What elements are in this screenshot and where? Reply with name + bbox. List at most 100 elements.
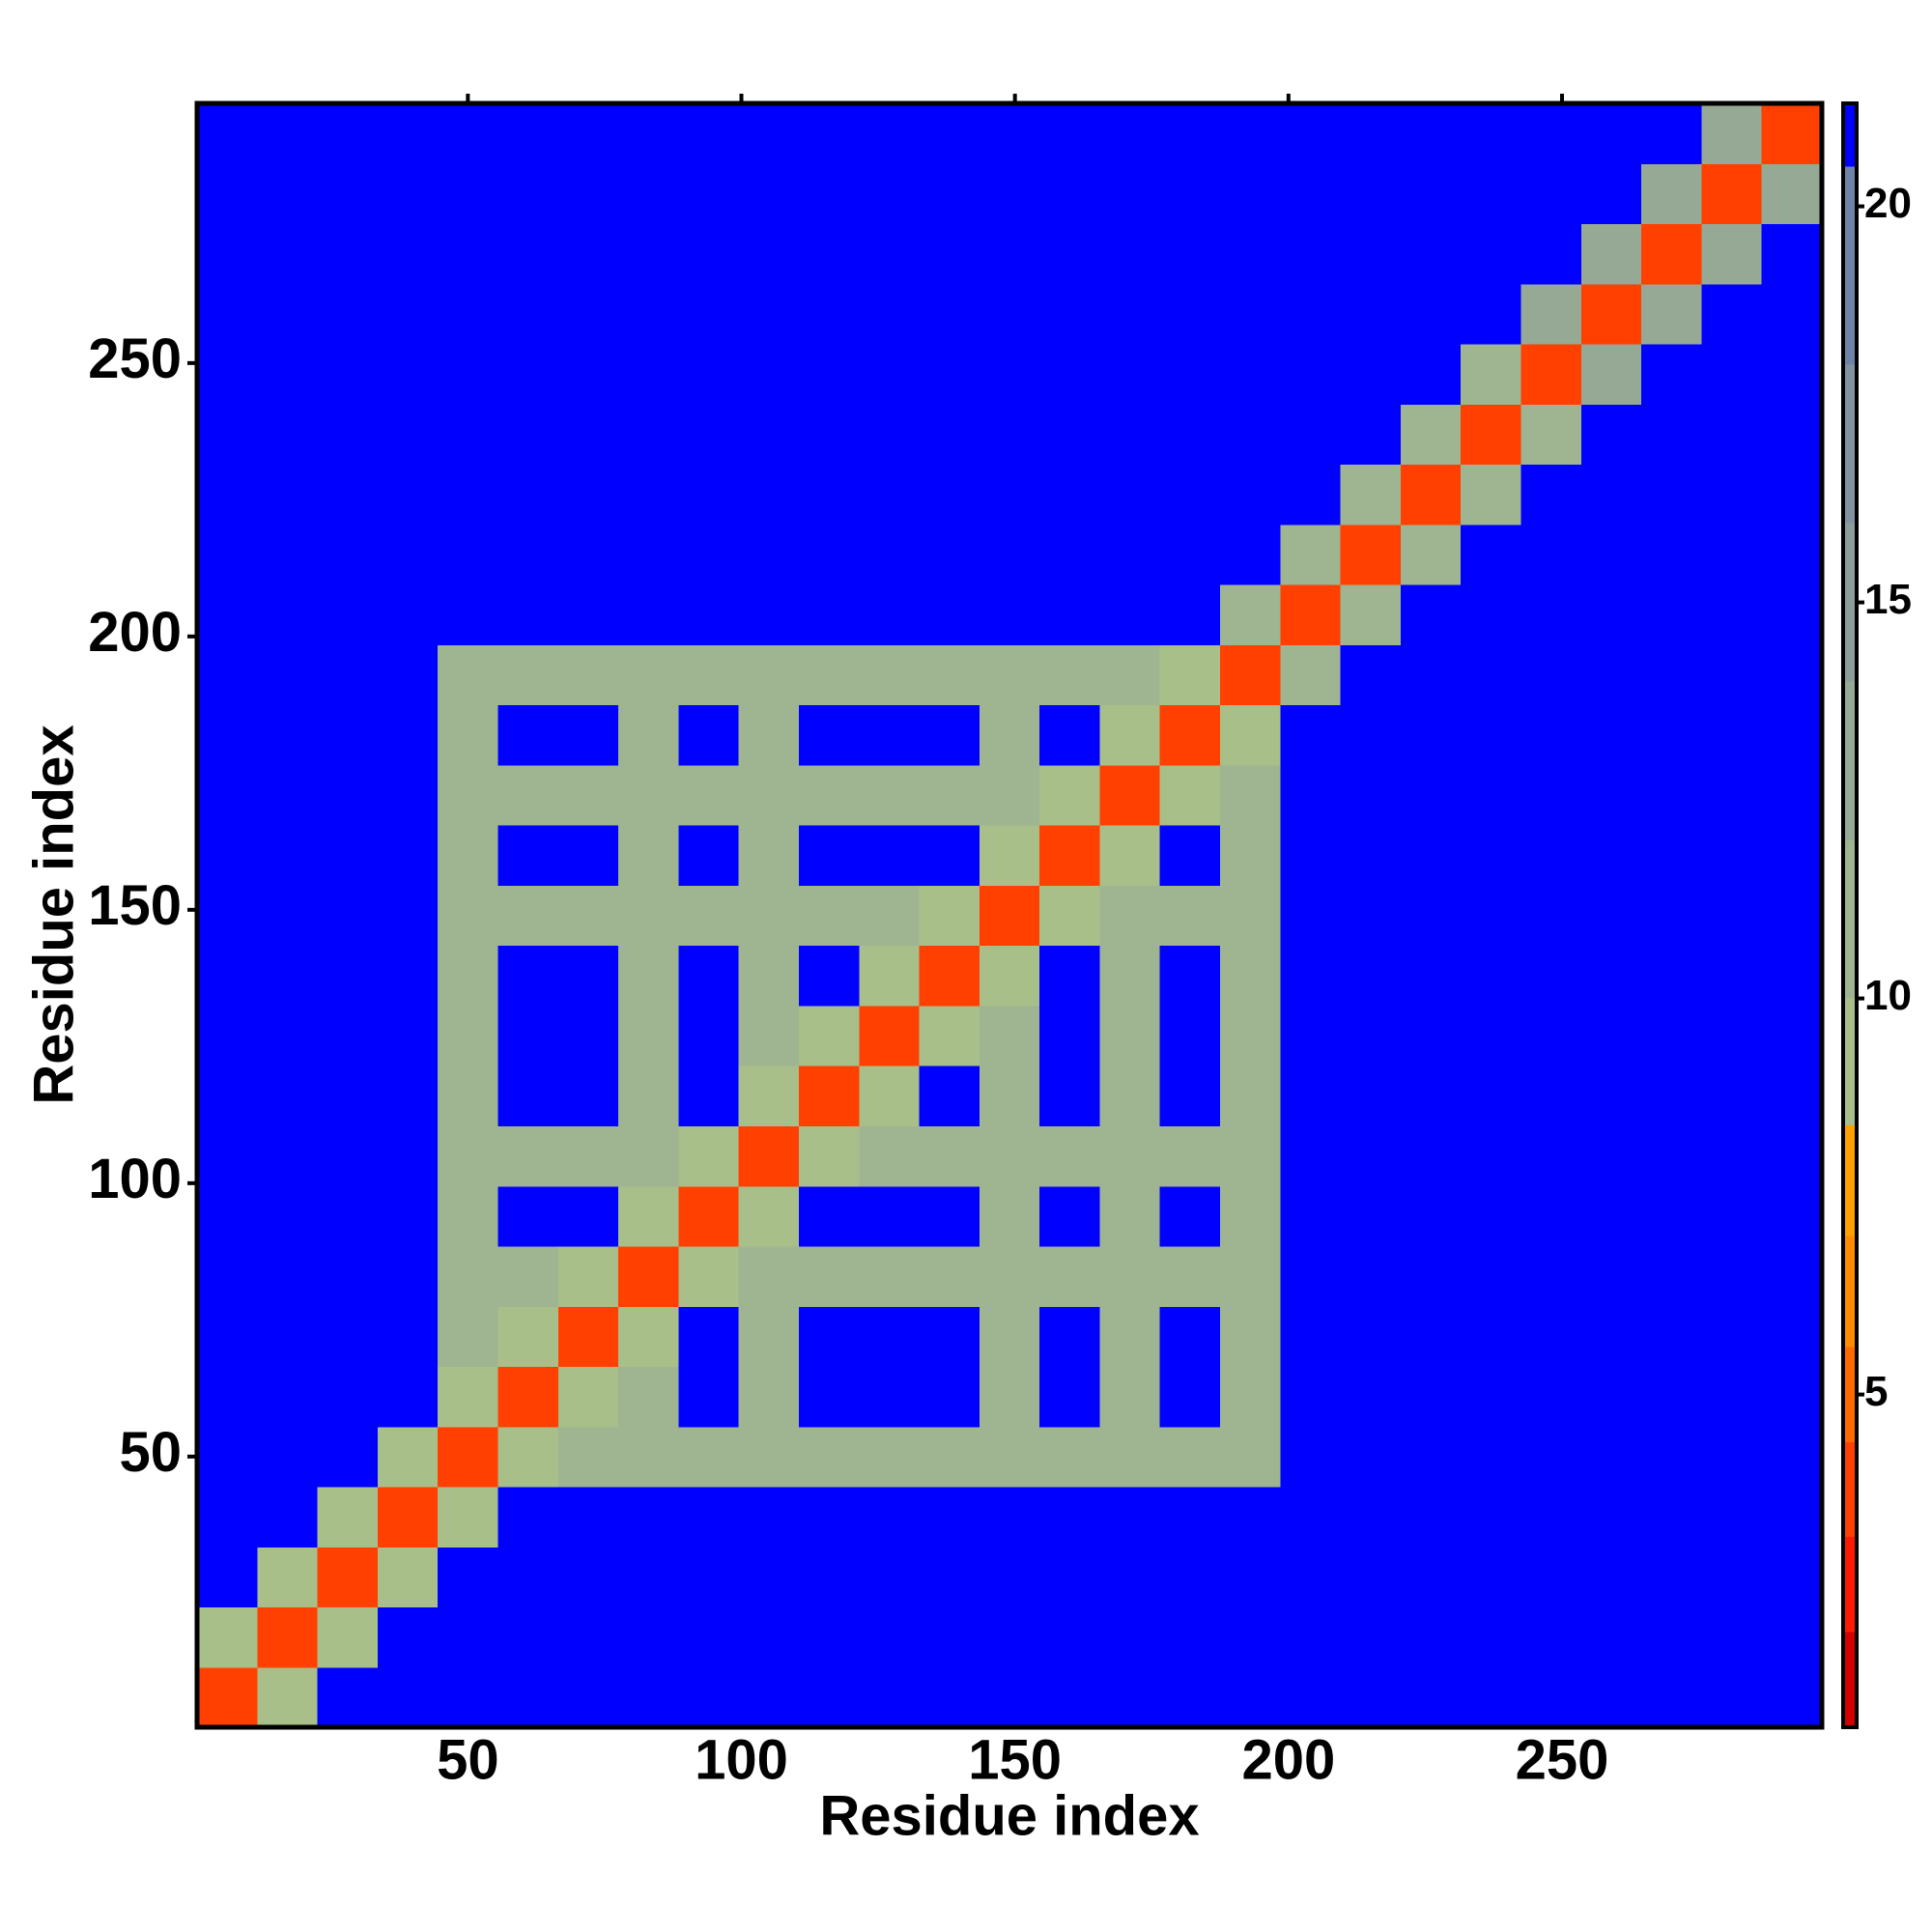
heatmap-cell xyxy=(798,103,860,164)
heatmap-cell xyxy=(438,1666,499,1728)
heatmap-cell xyxy=(678,764,740,826)
heatmap-cell xyxy=(1400,584,1462,645)
heatmap-cell xyxy=(257,223,319,285)
heatmap-cell xyxy=(859,283,921,345)
heatmap-cell xyxy=(257,524,319,585)
heatmap-cell xyxy=(257,1245,319,1307)
heatmap-cell xyxy=(1220,1547,1281,1608)
heatmap-cell xyxy=(859,163,921,225)
heatmap-cell xyxy=(557,1606,619,1668)
heatmap-cell xyxy=(1461,825,1522,886)
heatmap-cell xyxy=(497,825,559,886)
heatmap-cell xyxy=(979,1366,1040,1428)
heatmap-cell xyxy=(678,1606,740,1668)
heatmap-cell xyxy=(317,1486,379,1548)
heatmap-cell xyxy=(979,704,1040,766)
heatmap-cell xyxy=(1039,945,1101,1007)
heatmap-cell xyxy=(1280,103,1342,164)
heatmap-cell xyxy=(1520,644,1582,706)
heatmap-cell xyxy=(377,1666,439,1728)
heatmap-cell xyxy=(257,1486,319,1548)
heatmap-cell xyxy=(497,1065,559,1127)
colorbar-segment xyxy=(1843,1236,1857,1348)
heatmap-cell xyxy=(1159,1426,1221,1488)
heatmap-cell xyxy=(1099,1606,1161,1668)
heatmap-cell xyxy=(1761,1486,1823,1548)
heatmap-cell xyxy=(1701,283,1763,345)
heatmap-cell xyxy=(1340,764,1402,826)
heatmap-cell xyxy=(1099,1125,1161,1187)
heatmap-cell xyxy=(197,524,258,585)
heatmap-cell xyxy=(1461,764,1522,826)
heatmap-cell xyxy=(557,644,619,706)
heatmap-cell xyxy=(197,464,258,526)
heatmap-cell xyxy=(678,283,740,345)
heatmap-cell xyxy=(377,1606,439,1668)
heatmap-cell xyxy=(1220,1426,1281,1488)
y-tick-label: 100 xyxy=(88,1148,182,1210)
heatmap-cell xyxy=(738,464,800,526)
heatmap-cell xyxy=(1461,464,1522,526)
heatmap-cell xyxy=(1701,885,1763,947)
heatmap-cell xyxy=(798,1606,860,1668)
heatmap-cell xyxy=(1461,1125,1522,1187)
heatmap-cell xyxy=(1280,945,1342,1007)
heatmap-cell xyxy=(1099,404,1161,466)
colorbar-segment xyxy=(1843,364,1857,524)
heatmap-cell xyxy=(257,404,319,466)
heatmap-cell xyxy=(1520,524,1582,585)
heatmap-cell xyxy=(197,1245,258,1307)
heatmap-cell xyxy=(438,524,499,585)
heatmap-cell xyxy=(919,1005,980,1066)
heatmap-cell xyxy=(1701,584,1763,645)
heatmap-cell xyxy=(1461,1547,1522,1608)
heatmap-cell xyxy=(497,704,559,766)
heatmap-cell xyxy=(377,524,439,585)
heatmap-cell xyxy=(557,764,619,826)
heatmap-cell xyxy=(438,1547,499,1608)
heatmap-cell xyxy=(1400,524,1462,585)
heatmap-cell xyxy=(1280,825,1342,886)
heatmap-cell xyxy=(1761,945,1823,1007)
y-axis-title: Residue index xyxy=(22,724,85,1104)
heatmap-cell xyxy=(1280,1065,1342,1127)
heatmap-cell xyxy=(197,584,258,645)
heatmap-cell xyxy=(678,464,740,526)
heatmap-cell xyxy=(1761,223,1823,285)
heatmap-cell xyxy=(1280,1426,1342,1488)
heatmap-cell xyxy=(1641,163,1703,225)
heatmap-cell xyxy=(1099,524,1161,585)
heatmap-cell xyxy=(919,704,980,766)
heatmap-cell xyxy=(197,1666,258,1728)
heatmap-cell xyxy=(1039,1366,1101,1428)
heatmap-cell xyxy=(257,1306,319,1368)
heatmap-cell xyxy=(1340,945,1402,1007)
heatmap-cell xyxy=(859,945,921,1007)
heatmap-cell xyxy=(1400,283,1462,345)
heatmap-cell xyxy=(1461,1065,1522,1127)
heatmap-cell xyxy=(557,1366,619,1428)
heatmap-cell xyxy=(919,344,980,405)
y-tick-label: 150 xyxy=(88,874,182,937)
heatmap-cell xyxy=(618,1125,679,1187)
heatmap-cell xyxy=(798,344,860,405)
heatmap-cell xyxy=(1461,1306,1522,1368)
heatmap-cell xyxy=(1220,644,1281,706)
heatmap-cell xyxy=(1461,1486,1522,1548)
heatmap-cell xyxy=(497,1005,559,1066)
heatmap-cell xyxy=(1761,584,1823,645)
heatmap-cell xyxy=(618,283,679,345)
heatmap-cell xyxy=(257,1547,319,1608)
heatmap-cell xyxy=(1461,1366,1522,1428)
heatmap-cell xyxy=(1580,945,1642,1007)
heatmap-cell xyxy=(1461,1606,1522,1668)
heatmap-cell xyxy=(1400,103,1462,164)
heatmap-cell xyxy=(497,584,559,645)
heatmap-cell xyxy=(317,885,379,947)
heatmap-cell xyxy=(1099,1547,1161,1608)
heatmap-cell xyxy=(1280,344,1342,405)
heatmap-cell xyxy=(1641,1306,1703,1368)
heatmap-cell xyxy=(1520,404,1582,466)
heatmap-cell xyxy=(1761,1125,1823,1187)
heatmap-cell xyxy=(678,404,740,466)
